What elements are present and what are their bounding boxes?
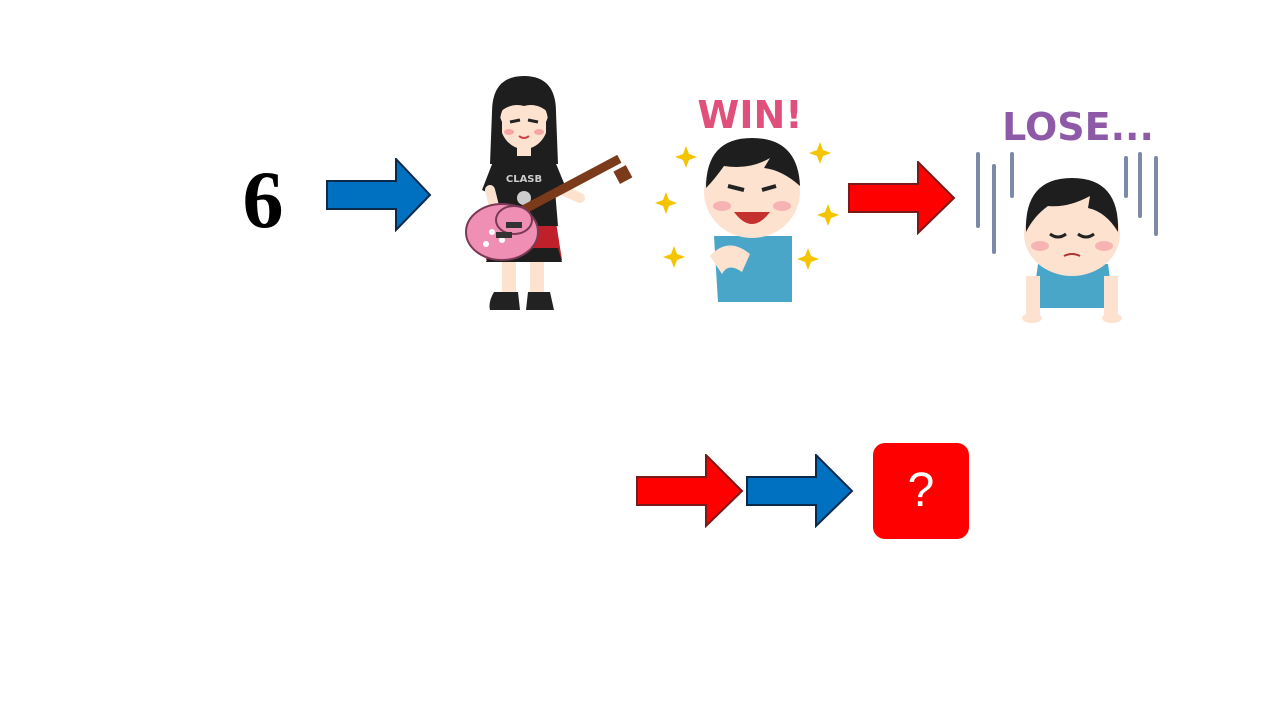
red-arrow-icon xyxy=(636,454,744,528)
red-arrow-icon xyxy=(848,161,956,235)
blue-arrow-icon xyxy=(326,158,432,232)
sequence-number: 6 xyxy=(242,154,284,245)
blue-arrow-icon xyxy=(746,454,854,528)
win-text: WIN! xyxy=(697,93,802,137)
question-mark-box: ? xyxy=(873,443,969,539)
svg-text:CLASB: CLASB xyxy=(506,174,542,185)
lose-text: LOSE... xyxy=(1002,105,1154,149)
guitarist-girl-illustration: CLASB xyxy=(462,72,637,322)
lose-boy-illustration: LOSE... xyxy=(968,96,1174,333)
win-boy-illustration: WIN! xyxy=(652,86,842,313)
